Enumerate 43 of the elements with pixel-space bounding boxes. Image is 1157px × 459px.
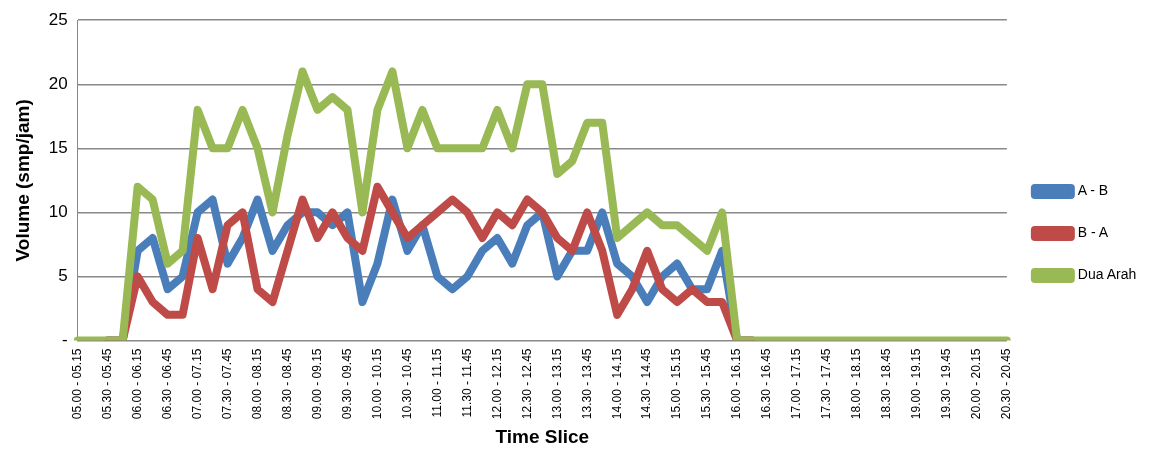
x-tick-label: 08.00 - 08.15: [249, 348, 264, 420]
x-axis-title: Time Slice: [495, 425, 590, 447]
x-tick-label: 13.00 - 13.15: [549, 348, 564, 420]
x-tick-label: 18.00 - 18.15: [849, 348, 864, 420]
x-tick-label: 19.00 - 19.15: [909, 348, 924, 420]
x-tick-label: 06.00 - 06.15: [129, 348, 144, 420]
x-tick-label: 15.00 - 15.15: [669, 348, 684, 420]
x-tick-label: 12.00 - 12.15: [489, 348, 504, 420]
x-tick-label: 09.30 - 09.45: [339, 348, 354, 420]
x-tick-label: 10.30 - 10.45: [399, 348, 414, 420]
x-tick-label: 13.30 - 13.45: [579, 348, 594, 420]
legend-label: A - B: [1077, 182, 1109, 199]
x-tick-label: 20.30 - 20.45: [999, 348, 1014, 420]
x-tick-label: 15.30 - 15.45: [699, 348, 714, 420]
x-tick-label: 16.00 - 16.15: [729, 348, 744, 420]
y-axis-title: Volume (smp/jam): [11, 99, 33, 262]
y-tick-label: 10: [48, 202, 68, 222]
x-tick-label: 07.00 - 07.15: [189, 348, 204, 420]
y-tick-label: 20: [48, 73, 68, 93]
x-tick-label: 05.00 - 05.15: [70, 348, 85, 420]
x-tick-label: 17.30 - 17.45: [819, 348, 834, 420]
x-tick-label: 14.30 - 14.45: [639, 348, 654, 420]
x-tick-label: 19.30 - 19.45: [939, 348, 954, 420]
legend-label: Dua Arah: [1077, 266, 1137, 283]
x-tick-label: 07.30 - 07.45: [219, 348, 234, 420]
x-tick-label: 14.00 - 14.15: [609, 348, 624, 420]
x-tick-label: 09.00 - 09.15: [309, 348, 324, 420]
y-tick-label: -: [62, 330, 68, 350]
x-tick-label: 16.30 - 16.45: [759, 348, 774, 420]
x-tick-label: 11.30 - 11.45: [459, 348, 474, 418]
legend-label: B - A: [1077, 224, 1109, 241]
x-tick-label: 11.00 - 11.15: [429, 348, 444, 418]
y-tick-label: 25: [48, 9, 68, 29]
x-tick-label: 10.00 - 10.15: [369, 348, 384, 420]
y-tick-label: 15: [48, 138, 68, 157]
x-tick-label: 17.00 - 17.15: [789, 348, 804, 420]
x-tick-label: 05.30 - 05.45: [99, 348, 114, 420]
x-tick-label: 12.30 - 12.45: [519, 348, 534, 420]
x-tick-label: 20.00 - 20.15: [969, 348, 984, 420]
x-tick-label: 08.30 - 08.45: [279, 348, 294, 420]
x-tick-label: 06.30 - 06.45: [159, 348, 174, 420]
y-tick-label: 5: [58, 266, 68, 286]
x-tick-label: 18.30 - 18.45: [879, 348, 894, 420]
